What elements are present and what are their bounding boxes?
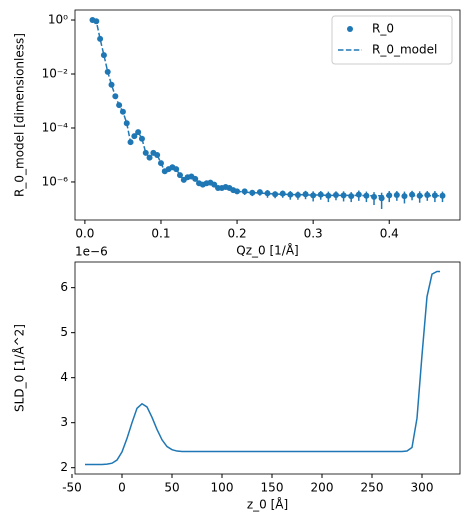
y-tick-label: 10⁰ <box>48 13 68 27</box>
legend: R_0 R_0_model <box>331 15 453 65</box>
x-tick-label: 300 <box>411 481 434 495</box>
data-point <box>302 191 309 198</box>
axes-frame <box>74 9 461 221</box>
data-point <box>325 192 332 199</box>
data-point <box>310 192 317 199</box>
x-tick-label: -50 <box>62 481 82 495</box>
y-tick-label: 10⁻⁴ <box>42 120 69 134</box>
data-point <box>100 52 107 59</box>
data-point <box>294 191 301 198</box>
y-tick-label: 3 <box>60 415 68 429</box>
x-tick-label: 200 <box>311 481 334 495</box>
profile-line <box>85 270 440 466</box>
data-point <box>378 195 385 202</box>
data-point <box>241 188 248 195</box>
data-point <box>317 191 324 198</box>
x-tick-label: 0.0 <box>75 227 94 241</box>
y-axis-label: SLD_0 [1/Å^2] <box>12 324 27 412</box>
y-tick-label: 10⁻² <box>42 67 69 81</box>
x-tick-label: 0 <box>118 481 126 495</box>
data-point <box>272 191 279 198</box>
legend-label: R_0 <box>372 22 394 36</box>
x-tick-label: 0.1 <box>151 227 170 241</box>
legend-box <box>331 15 453 65</box>
data-point <box>279 190 286 197</box>
y-tick-label: 5 <box>60 325 68 339</box>
data-point <box>287 191 294 198</box>
x-tick-label: 0.4 <box>380 227 399 241</box>
x-tick-label: 250 <box>361 481 384 495</box>
data-point <box>256 189 263 196</box>
x-tick-label: 0.2 <box>228 227 247 241</box>
model-line <box>92 19 443 197</box>
data-point <box>348 193 355 200</box>
data-point <box>108 81 115 88</box>
data-point <box>409 191 416 198</box>
y-tick-label: 2 <box>60 460 68 474</box>
y-offset-label: 1e−6 <box>75 245 108 259</box>
axes-frame <box>74 261 461 475</box>
y-tick-label: 4 <box>60 370 68 384</box>
data-point <box>97 35 104 42</box>
x-tick-label: 50 <box>164 481 179 495</box>
x-tick-label: 0.3 <box>304 227 323 241</box>
data-point <box>371 193 378 200</box>
legend-marker <box>347 26 353 32</box>
y-tick-label: 6 <box>60 280 68 294</box>
y-tick-label: 10⁻⁶ <box>42 174 69 188</box>
data-point <box>264 190 271 197</box>
x-tick-label: 100 <box>211 481 234 495</box>
legend-label: R_0_model <box>372 43 437 57</box>
data-point <box>154 151 161 158</box>
x-axis-label: z_0 [Å] <box>247 497 288 512</box>
y-axis-label: R_0_model [dimensionless] <box>13 33 27 197</box>
x-tick-label: 150 <box>261 481 284 495</box>
x-axis-label: Qz_0 [1/Å] <box>236 243 298 258</box>
